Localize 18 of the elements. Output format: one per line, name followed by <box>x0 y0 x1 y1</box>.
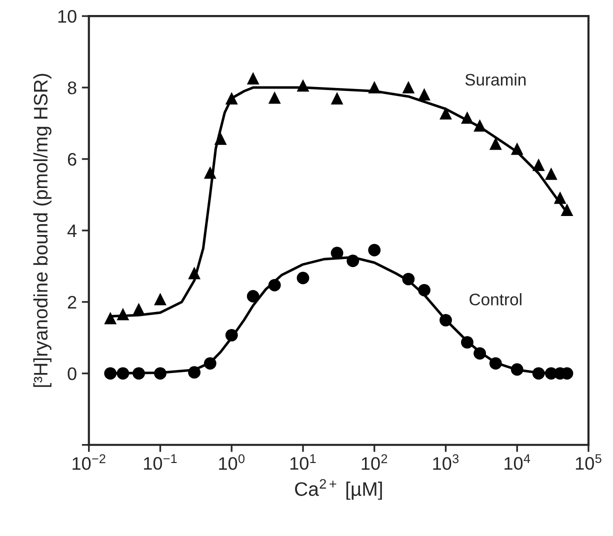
x-axis-title: Ca$^{2+}$ [µM] <box>295 479 382 500</box>
x-tick-label: 10$^{5}$ <box>576 454 602 470</box>
y-tick-label: 4 <box>67 224 77 238</box>
x-tick-label: 10$^{1}$ <box>290 454 316 470</box>
x-tick-label: 10$^{3}$ <box>433 454 459 470</box>
y-tick-label: 6 <box>68 152 76 166</box>
x-tick-label: 10$^{4}$ <box>504 454 530 470</box>
series-label: Control <box>470 293 522 306</box>
y-tick-label: 0 <box>68 367 76 380</box>
x-tick-label: 10$^{2}$ <box>362 454 388 470</box>
y-axis-title: [³H]ryanodine bound (pmol/mg HSR) <box>33 74 52 387</box>
x-tick-label: 10$^{0}$ <box>219 454 245 470</box>
y-tick-label: 10 <box>58 10 76 23</box>
x-tick-label: 10$^{−1}$ <box>144 454 177 470</box>
x-tick-label: 10$^{−2}$ <box>72 454 106 470</box>
series-label: Suramin <box>465 73 526 86</box>
y-tick-label: 8 <box>68 81 76 94</box>
y-tick-label: 2 <box>68 296 76 308</box>
